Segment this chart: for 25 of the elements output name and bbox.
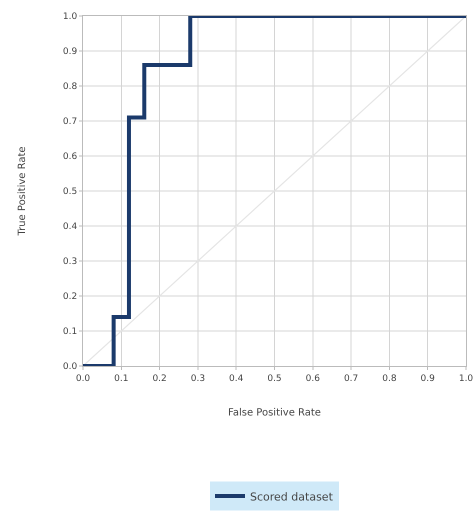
x-tick-label: 0.3: [190, 374, 206, 384]
y-tick-label: 1.0: [62, 12, 78, 22]
y-tick-label: 0.2: [62, 292, 78, 302]
x-axis-title: False Positive Rate: [228, 407, 321, 418]
x-tick-label: 0.0: [76, 374, 90, 384]
x-tick-label: 1.0: [458, 374, 474, 384]
y-tick-label: 0.4: [62, 222, 78, 232]
y-tick-label: 0.8: [62, 82, 78, 92]
y-tick-label: 0.5: [62, 187, 78, 198]
y-axis-title: True Positive Rate: [16, 146, 28, 237]
legend-label: Scored dataset: [250, 490, 334, 504]
x-tick-label: 0.6: [306, 374, 320, 384]
y-tick-label: 0.3: [62, 257, 78, 268]
y-tick-label: 0.7: [62, 117, 78, 128]
x-tick-label: 0.1: [114, 374, 128, 384]
x-tick-label: 0.2: [152, 374, 167, 384]
y-tick-label: 0.0: [62, 362, 78, 372]
y-tick-label: 0.6: [62, 152, 78, 162]
x-tick-label: 0.9: [420, 374, 436, 384]
x-tick-label: 0.5: [267, 374, 282, 384]
x-tick-label: 0.8: [382, 374, 397, 384]
x-tick-label: 0.7: [344, 374, 358, 384]
x-tick-label: 0.4: [229, 374, 244, 384]
y-tick-label: 0.1: [62, 327, 78, 338]
y-tick-label: 0.9: [62, 47, 78, 58]
